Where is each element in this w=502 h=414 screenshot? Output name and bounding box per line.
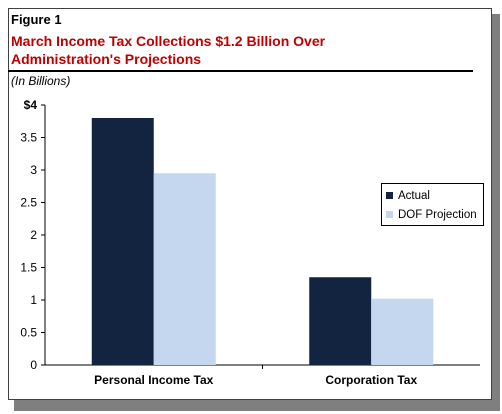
figure-label: Figure 1 <box>11 12 62 27</box>
y-tick-label: 2 <box>30 228 37 242</box>
y-tick-label: 0 <box>30 358 37 372</box>
y-tick-label: 0.5 <box>20 326 37 340</box>
y-tick-label: $4 <box>24 98 38 112</box>
legend-swatch-actual <box>386 192 393 199</box>
bar-actual <box>309 277 372 365</box>
y-tick-label: 3.5 <box>20 131 37 145</box>
bar-dof-projection <box>371 298 434 365</box>
legend-swatch-dof-projection <box>386 211 393 218</box>
chart-title-line-2: Administration's Projections <box>11 51 202 67</box>
legend-item-dof-projection: DOF Projection <box>386 205 483 224</box>
units-label: (In Billions) <box>11 74 71 88</box>
chart-legend: Actual DOF Projection <box>381 183 484 226</box>
x-tick-label: Personal Income Tax <box>94 373 213 387</box>
y-tick-label: 1.5 <box>20 261 37 275</box>
chart-title-line-1: March Income Tax Collections $1.2 Billio… <box>11 33 326 49</box>
legend-label-dof-projection: DOF Projection <box>398 208 477 221</box>
bar-dof-projection <box>153 173 216 365</box>
y-tick-label: 2.5 <box>20 196 37 210</box>
y-tick-label: 1 <box>30 293 37 307</box>
chart-title: March Income Tax Collections $1.2 Billio… <box>11 32 471 68</box>
title-divider <box>8 70 473 72</box>
legend-item-actual: Actual <box>386 186 483 205</box>
legend-label-actual: Actual <box>398 189 430 202</box>
bar-actual <box>91 118 154 365</box>
x-tick-label: Corporation Tax <box>325 373 417 387</box>
y-tick-label: 3 <box>30 163 37 177</box>
